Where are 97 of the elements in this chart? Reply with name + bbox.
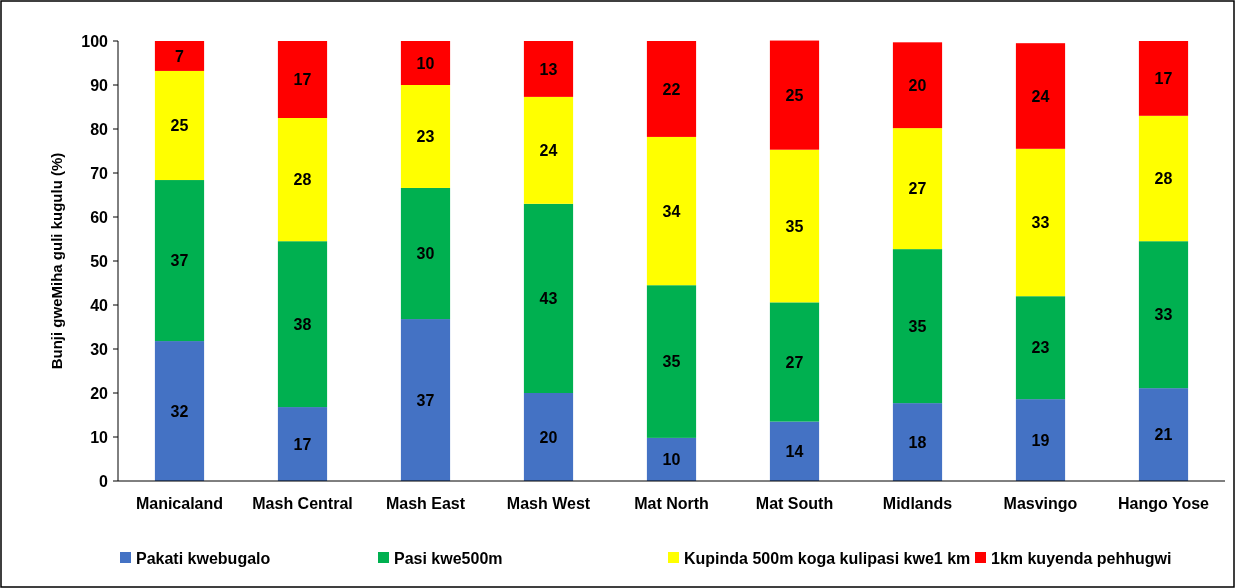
bar (769, 302, 820, 422)
bar (1138, 388, 1189, 481)
bar (646, 136, 697, 286)
data-label: 27 (908, 180, 927, 198)
y-tick-label: 0 (99, 472, 109, 490)
bar (523, 203, 574, 393)
x-tick-label: Mash East (385, 495, 466, 512)
data-label: 32 (170, 402, 189, 420)
bar (769, 421, 820, 481)
bar (523, 96, 574, 204)
bar (1138, 241, 1189, 389)
bar (523, 41, 574, 97)
data-label: 18 (908, 433, 927, 451)
data-label: 24 (539, 141, 558, 159)
data-label: 34 (662, 202, 681, 220)
x-tick-label: Masvingo (1003, 495, 1078, 512)
x-tick-label: Mash West (506, 495, 591, 512)
bar (277, 241, 328, 408)
bar (154, 180, 205, 342)
bar (646, 41, 697, 137)
x-tick-label: Mash Central (252, 495, 353, 512)
data-label: 35 (785, 217, 804, 235)
data-label: 20 (908, 76, 927, 94)
bar (646, 437, 697, 481)
bar (277, 41, 328, 118)
y-tick-label: 30 (90, 340, 109, 358)
legend-label: Kupinda 500m koga kulipasi kwe1 km (684, 549, 971, 567)
bar (154, 41, 205, 71)
bar (154, 70, 205, 181)
data-label: 33 (1031, 214, 1050, 232)
data-label: 30 (416, 245, 435, 263)
data-label: 24 (1031, 87, 1050, 105)
data-label: 28 (293, 171, 312, 189)
data-label: 35 (662, 353, 681, 371)
bar (892, 403, 943, 481)
data-label: 38 (293, 315, 312, 333)
bar (892, 42, 943, 129)
bar (769, 40, 820, 150)
y-tick-label: 10 (90, 428, 109, 446)
bar (1015, 296, 1066, 400)
data-label: 21 (1154, 426, 1173, 444)
data-label: 25 (170, 117, 189, 135)
data-label: 27 (785, 353, 804, 371)
bar (154, 341, 205, 481)
data-label: 17 (293, 71, 312, 89)
bar (1138, 115, 1189, 242)
data-label: 13 (539, 60, 558, 78)
bar (892, 128, 943, 250)
legend-label: 1km kuyenda pehhugwi (991, 549, 1172, 567)
bar (523, 393, 574, 481)
data-label: 25 (785, 86, 804, 104)
x-tick-label: Mat North (634, 495, 709, 512)
data-label: 23 (1031, 339, 1050, 357)
bar (277, 407, 328, 481)
data-label: 33 (1154, 306, 1173, 324)
y-tick-label: 70 (90, 164, 109, 182)
bar (400, 85, 451, 188)
bar (1015, 43, 1066, 149)
legend-label: Pakati kwebugalo (136, 549, 271, 567)
bar (1015, 399, 1066, 481)
legend-label: Pasi kwe500m (394, 549, 503, 567)
data-label: 37 (416, 391, 435, 409)
data-label: 17 (1154, 70, 1173, 87)
data-label: 19 (1031, 431, 1050, 449)
data-label: 28 (1154, 170, 1173, 188)
bar (400, 187, 451, 320)
data-label: 37 (170, 252, 189, 270)
x-tick-label: Mat South (755, 495, 834, 512)
x-tick-label: Midlands (882, 495, 953, 512)
bar (769, 149, 820, 303)
data-label: 14 (785, 442, 804, 460)
data-label: 20 (539, 428, 558, 446)
data-label: 17 (293, 435, 312, 453)
bar (646, 285, 697, 438)
bar (400, 319, 451, 481)
data-label: 22 (662, 80, 681, 98)
bar (892, 249, 943, 404)
x-tick-label: Manicaland (135, 495, 224, 512)
x-tick-label: Hango Yose (1118, 495, 1210, 512)
y-tick-label: 20 (90, 384, 109, 402)
y-tick-label: 80 (90, 120, 109, 138)
bar (400, 41, 451, 85)
y-tick-label: 90 (90, 76, 109, 94)
data-label: 10 (416, 54, 435, 72)
bar (1015, 148, 1066, 297)
data-label: 35 (908, 317, 927, 335)
bar (1138, 41, 1189, 116)
y-tick-label: 40 (90, 296, 109, 314)
y-tick-label: 100 (81, 32, 109, 50)
y-tick-label: 60 (90, 208, 109, 226)
data-label: 10 (662, 451, 681, 469)
data-label: 23 (416, 128, 435, 146)
data-label: 43 (539, 290, 558, 307)
y-axis-title: Bunji gweMiha guli kugulu (%) (48, 152, 65, 370)
data-label: 7 (175, 47, 185, 65)
bar (277, 118, 328, 242)
y-tick-label: 50 (90, 252, 109, 270)
